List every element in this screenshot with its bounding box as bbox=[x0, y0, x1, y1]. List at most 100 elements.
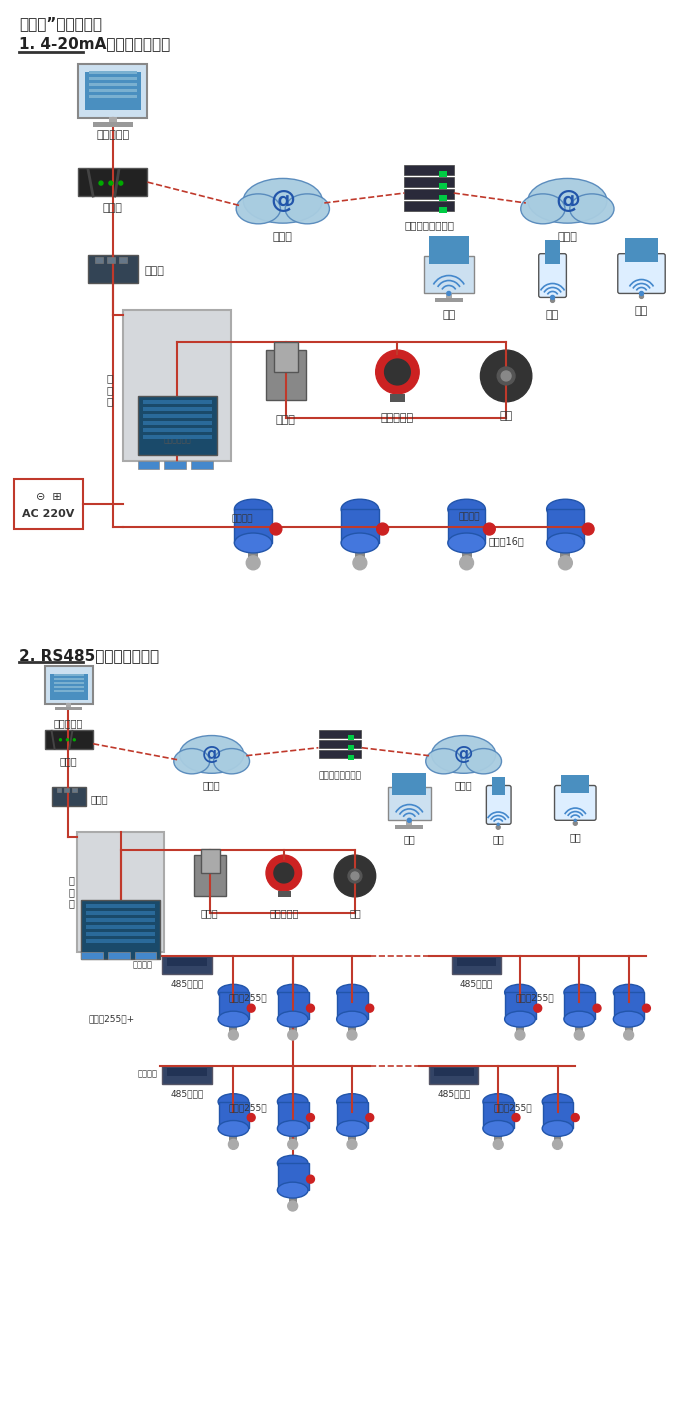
Ellipse shape bbox=[337, 1093, 368, 1110]
Ellipse shape bbox=[234, 499, 272, 519]
Circle shape bbox=[334, 855, 376, 896]
Text: 信号输出: 信号输出 bbox=[132, 960, 153, 969]
Bar bbox=[191, 461, 213, 470]
Bar bbox=[288, 1197, 297, 1210]
Circle shape bbox=[366, 1005, 374, 1012]
Circle shape bbox=[407, 819, 412, 822]
Circle shape bbox=[559, 556, 573, 570]
Bar bbox=[278, 992, 309, 1019]
Ellipse shape bbox=[277, 1155, 308, 1171]
Ellipse shape bbox=[448, 499, 485, 519]
Bar bbox=[462, 553, 472, 568]
Text: 可连接255台: 可连接255台 bbox=[494, 1103, 532, 1112]
Bar bbox=[429, 236, 468, 263]
Bar bbox=[86, 917, 155, 922]
Text: @: @ bbox=[454, 744, 473, 764]
Bar bbox=[452, 957, 501, 975]
Ellipse shape bbox=[337, 985, 368, 1000]
Circle shape bbox=[347, 1030, 357, 1040]
Bar bbox=[234, 509, 272, 543]
FancyBboxPatch shape bbox=[554, 785, 596, 820]
Text: 485中继器: 485中继器 bbox=[437, 1089, 470, 1099]
Bar bbox=[57, 788, 62, 792]
Bar bbox=[624, 1027, 633, 1038]
Text: 手机: 手机 bbox=[546, 311, 559, 321]
Bar bbox=[248, 553, 258, 568]
Ellipse shape bbox=[564, 1012, 594, 1027]
Bar bbox=[218, 1102, 249, 1128]
Ellipse shape bbox=[505, 985, 536, 1000]
Circle shape bbox=[376, 350, 419, 394]
Text: 2. RS485信号连接系统图: 2. RS485信号连接系统图 bbox=[19, 649, 159, 663]
Ellipse shape bbox=[244, 179, 322, 224]
Circle shape bbox=[582, 523, 594, 535]
Bar bbox=[93, 122, 132, 128]
Circle shape bbox=[66, 739, 69, 740]
Ellipse shape bbox=[277, 1093, 308, 1110]
Ellipse shape bbox=[218, 985, 248, 1000]
Bar bbox=[266, 350, 305, 400]
Circle shape bbox=[515, 1030, 525, 1040]
Circle shape bbox=[551, 295, 554, 300]
Circle shape bbox=[447, 291, 451, 295]
Ellipse shape bbox=[218, 1012, 248, 1027]
Bar bbox=[484, 1102, 514, 1128]
Bar bbox=[218, 992, 249, 1019]
Circle shape bbox=[534, 1005, 542, 1012]
Text: 可连接255台: 可连接255台 bbox=[228, 993, 267, 1003]
Circle shape bbox=[228, 1140, 238, 1150]
Bar bbox=[554, 1137, 561, 1148]
Text: 声光报警器: 声光报警器 bbox=[381, 412, 414, 422]
Bar bbox=[78, 169, 148, 196]
Circle shape bbox=[512, 1113, 520, 1121]
Text: 可连接255台: 可连接255台 bbox=[515, 993, 554, 1003]
Circle shape bbox=[643, 1005, 650, 1012]
Bar bbox=[81, 900, 160, 960]
Ellipse shape bbox=[174, 749, 210, 774]
Text: ⊝  ⊞: ⊝ ⊞ bbox=[36, 492, 62, 502]
Circle shape bbox=[574, 819, 576, 822]
Bar bbox=[545, 239, 561, 263]
Circle shape bbox=[552, 1140, 562, 1150]
Bar bbox=[348, 1137, 356, 1148]
Bar bbox=[89, 70, 136, 73]
Bar bbox=[348, 744, 354, 750]
Circle shape bbox=[307, 1113, 314, 1121]
Ellipse shape bbox=[431, 736, 496, 774]
Bar bbox=[86, 910, 155, 915]
Ellipse shape bbox=[341, 499, 379, 519]
Bar bbox=[230, 1137, 237, 1148]
Bar bbox=[95, 256, 103, 263]
Bar bbox=[395, 826, 423, 829]
Bar bbox=[54, 689, 84, 692]
Bar bbox=[575, 1027, 583, 1038]
Ellipse shape bbox=[337, 1120, 368, 1137]
Text: 电脑: 电脑 bbox=[403, 834, 415, 844]
Bar bbox=[164, 461, 186, 470]
Circle shape bbox=[571, 1113, 579, 1121]
Circle shape bbox=[307, 1005, 314, 1012]
Bar bbox=[162, 957, 211, 975]
Ellipse shape bbox=[483, 1093, 514, 1110]
Text: 安帕尔网络服务器: 安帕尔网络服务器 bbox=[404, 219, 454, 229]
Bar bbox=[143, 407, 211, 411]
Circle shape bbox=[624, 1030, 634, 1040]
Bar bbox=[319, 740, 361, 747]
Text: 电磁阀: 电磁阀 bbox=[201, 908, 218, 917]
Circle shape bbox=[228, 1030, 238, 1040]
Bar bbox=[109, 118, 117, 127]
Ellipse shape bbox=[466, 749, 501, 774]
Ellipse shape bbox=[180, 736, 244, 774]
Bar bbox=[54, 678, 84, 680]
FancyBboxPatch shape bbox=[618, 253, 665, 294]
Circle shape bbox=[574, 1030, 584, 1040]
Bar bbox=[89, 94, 136, 97]
Bar bbox=[516, 1027, 524, 1038]
Bar bbox=[86, 938, 155, 943]
Bar bbox=[405, 177, 454, 187]
Bar bbox=[143, 435, 211, 439]
Text: 信号输出: 信号输出 bbox=[138, 1069, 158, 1078]
Ellipse shape bbox=[214, 749, 250, 774]
Bar bbox=[424, 256, 473, 294]
Bar bbox=[446, 294, 452, 301]
